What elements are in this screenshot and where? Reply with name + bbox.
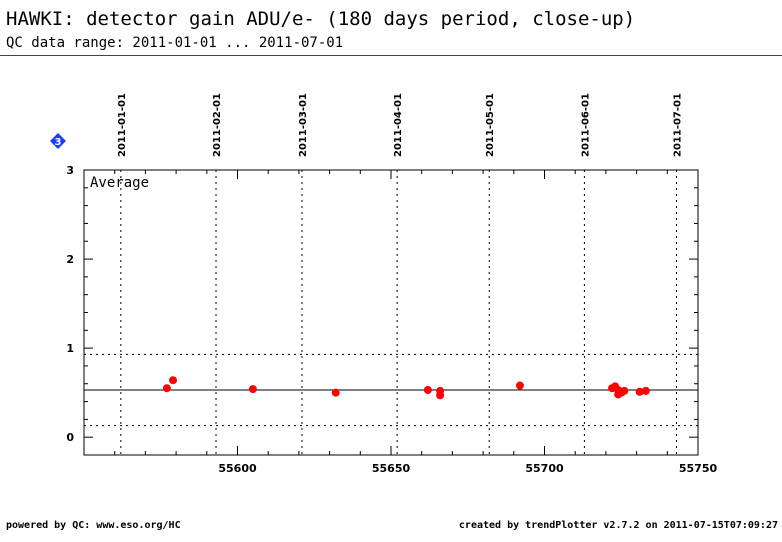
data-point (641, 386, 650, 395)
date-label: 2011-01-01 (117, 93, 128, 157)
data-point (423, 385, 432, 394)
axis-ticks: 0 1 2 3 55600 55650 55700 55750 (66, 164, 717, 475)
header-divider (0, 55, 782, 56)
y-tick-label: 2 (66, 253, 74, 266)
date-label: 2011-02-01 (212, 93, 223, 157)
x-tick-label: 55600 (218, 462, 257, 475)
plot-frame (83, 169, 699, 456)
data-point (515, 381, 524, 390)
data-point (620, 386, 629, 395)
y-tick-label: 1 (66, 342, 74, 355)
data-point (635, 387, 644, 396)
y-tick-label: 3 (66, 164, 74, 177)
footer-created-by: created by trendPlotter v2.7.2 on 2011-0… (458, 520, 778, 531)
data-point (331, 388, 340, 397)
panel-label: Average (90, 175, 149, 191)
date-gridlines: 2011-01-01 2011-02-01 2011-03-01 2011-04-01… (117, 93, 684, 455)
date-label: 2011-06-01 (580, 93, 591, 157)
data-point (169, 376, 178, 385)
date-label: 2011-03-01 (298, 93, 309, 157)
data-point (248, 385, 257, 394)
diamond-icon (50, 133, 66, 149)
date-label: 2011-07-01 (673, 93, 684, 157)
date-label: 2011-04-01 (393, 93, 404, 157)
series-marker-icon: 3 (50, 133, 66, 149)
chart-title: HAWKI: detector gain ADU/e- (180 days pe… (6, 8, 636, 30)
x-tick-label: 55750 (679, 462, 718, 475)
reference-lines (84, 353, 698, 427)
x-tick-label: 55700 (525, 462, 564, 475)
y-tick-label: 0 (66, 431, 74, 444)
marker-number: 3 (55, 137, 62, 148)
date-label: 2011-05-01 (485, 93, 496, 157)
footer-powered-by: powered by QC: www.eso.org/HC (6, 520, 181, 531)
data-point (162, 384, 171, 393)
qc-data-range: QC data range: 2011-01-01 ... 2011-07-01 (6, 35, 344, 51)
data-points (162, 376, 650, 400)
x-tick-label: 55650 (372, 462, 411, 475)
data-point (436, 391, 445, 400)
